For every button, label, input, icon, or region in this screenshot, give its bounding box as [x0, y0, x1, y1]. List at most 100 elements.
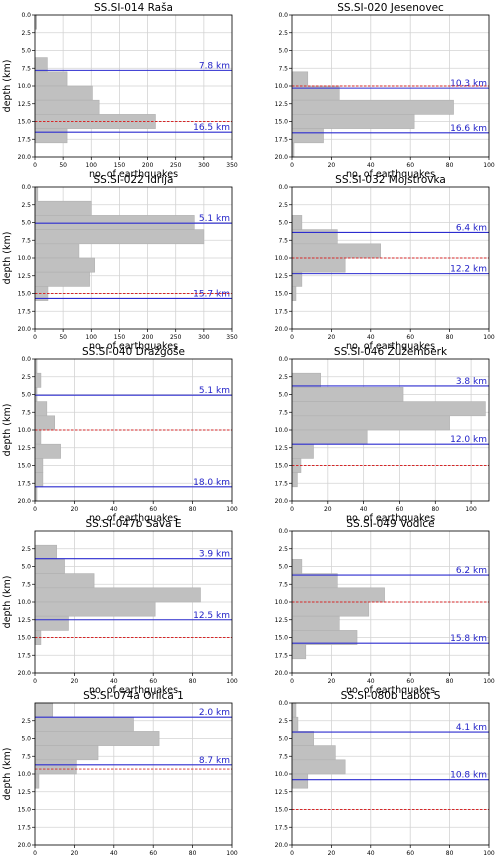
- depth-line-label: 2.0 km: [199, 708, 230, 718]
- histogram-bar: [291, 716, 299, 732]
- histogram-bar: [291, 559, 303, 574]
- x-tick-label: 0: [33, 506, 37, 513]
- y-tick-label: 0.0: [278, 700, 288, 707]
- histogram-bar: [291, 372, 321, 388]
- x-tick-label: 80: [446, 850, 454, 857]
- y-tick-label: 7.5: [21, 65, 31, 72]
- y-tick-label: 12.5: [275, 789, 289, 796]
- y-tick-label: 7.5: [278, 753, 288, 760]
- subplot-7: 3.9 km 12.5 km 0 20 40 60 80 100 2.5 5.0 7.5 10.0 12…: [2, 518, 238, 696]
- y-axis-label: depth (km): [2, 748, 13, 801]
- subplot-10: 4.1 km 10.8 km 0 20 40 60 80 100 0.0 2.5 5.0 7.5 10.…: [275, 690, 495, 857]
- y-tick-label: 12.5: [275, 273, 289, 280]
- subplot-title: SS.SI-049 Vodice: [346, 518, 434, 530]
- x-tick-label: 100: [483, 334, 495, 341]
- subplot-title: SS.SI-040 Dražgoše: [82, 346, 185, 358]
- y-tick-label: 17.5: [275, 136, 289, 143]
- y-tick-label: 15.0: [275, 635, 289, 642]
- y-tick-label: 15.0: [275, 463, 289, 470]
- histogram-bar: [291, 731, 314, 746]
- x-tick-label: 40: [110, 678, 118, 685]
- y-axis-label: depth (km): [2, 60, 13, 113]
- depth-line-label: 3.9 km: [199, 550, 230, 560]
- y-tick-label: 5.0: [278, 564, 288, 571]
- x-tick-label: 200: [142, 334, 154, 341]
- y-tick-label: 0.0: [278, 356, 288, 363]
- y-tick-label: 20.0: [18, 498, 32, 505]
- x-tick-label: 60: [149, 506, 157, 513]
- x-tick-label: 80: [189, 850, 197, 857]
- subplot-1: 7.8 km 16.5 km 0 50 100 150 200 250 300 350 0.0 2.5…: [2, 2, 238, 180]
- histogram-bar: [291, 745, 336, 761]
- y-tick-label: 5.0: [21, 48, 31, 55]
- subplot-title: SS.SI-047b Sava E: [86, 518, 182, 530]
- x-tick-label: 100: [483, 162, 495, 169]
- depth-line-label: 8.7 km: [199, 756, 230, 766]
- x-tick-label: 60: [149, 678, 157, 685]
- histogram-bar: [291, 71, 309, 87]
- y-tick-label: 17.5: [275, 308, 289, 315]
- x-tick-label: 80: [431, 506, 439, 513]
- x-tick-label: 80: [189, 506, 197, 513]
- x-tick-label: 20: [328, 162, 336, 169]
- x-tick-label: 20: [328, 850, 336, 857]
- x-tick-label: 150: [114, 334, 126, 341]
- x-tick-label: 100: [226, 850, 238, 857]
- x-tick-label: 300: [198, 334, 210, 341]
- y-tick-label: 17.5: [18, 136, 32, 143]
- depth-line-label: 3.8 km: [456, 377, 487, 387]
- x-tick-label: 20: [71, 850, 79, 857]
- histogram-bar: [34, 615, 69, 631]
- histogram-bar: [291, 243, 381, 259]
- y-tick-label: 2.5: [278, 202, 288, 209]
- y-tick-label: 20.0: [275, 498, 289, 505]
- x-tick-label: 80: [189, 678, 197, 685]
- y-tick-label: 15.0: [18, 291, 32, 298]
- y-tick-label: 20.0: [275, 154, 289, 161]
- x-tick-label: 60: [396, 506, 404, 513]
- x-tick-label: 0: [290, 678, 294, 685]
- histogram-bar: [291, 415, 450, 431]
- histogram-bar: [34, 716, 134, 732]
- x-tick-label: 100: [226, 678, 238, 685]
- histogram-bar: [34, 99, 100, 115]
- histogram-bar: [34, 773, 40, 789]
- y-tick-label: 10.0: [275, 255, 289, 262]
- y-tick-label: 20.0: [275, 670, 289, 677]
- histogram-bar: [34, 215, 195, 230]
- histogram-bar: [291, 587, 385, 603]
- histogram-bar: [34, 745, 99, 761]
- histogram-bar: [34, 257, 95, 273]
- depth-line-label: 6.4 km: [456, 223, 487, 233]
- y-tick-label: 17.5: [18, 480, 32, 487]
- y-tick-label: 2.5: [21, 202, 31, 209]
- depth-line-label: 15.8 km: [450, 634, 487, 644]
- y-tick-label: 12.5: [18, 789, 32, 796]
- y-tick-label: 15.0: [18, 119, 32, 126]
- x-tick-label: 40: [110, 850, 118, 857]
- y-tick-label: 10.0: [18, 83, 32, 90]
- subplot-title: SS.SI-014 Raša: [94, 2, 173, 14]
- histogram-bar: [34, 702, 54, 718]
- y-axis-label: depth (km): [2, 232, 13, 285]
- subplot-title: SS.SI-022 Idrija: [94, 174, 174, 186]
- x-tick-label: 40: [367, 334, 375, 341]
- y-tick-label: 5.0: [278, 220, 288, 227]
- x-tick-label: 50: [59, 162, 67, 169]
- y-tick-label: 0.0: [21, 12, 31, 19]
- y-tick-label: 20.0: [275, 326, 289, 333]
- subplot-5: 5.1 km 18.0 km 0 20 40 60 80 100 0.0 2.5 5.0 7.5 10.…: [2, 346, 238, 524]
- x-tick-label: 40: [360, 506, 368, 513]
- x-axis-label: no. of earthquakes: [89, 685, 178, 696]
- subplot-2: 10.3 km 16.6 km 0 20 40 60 80 100 0.0 2.5 5.0 7.5 10…: [275, 2, 495, 180]
- x-tick-label: 50: [59, 334, 67, 341]
- y-tick-label: 20.0: [18, 842, 32, 849]
- subplot-title: SS.SI-020 Jesenovec: [337, 2, 444, 14]
- x-tick-label: 40: [367, 162, 375, 169]
- x-tick-label: 20: [71, 506, 79, 513]
- y-tick-label: 12.5: [275, 445, 289, 452]
- y-tick-label: 5.0: [278, 392, 288, 399]
- histogram-bar: [291, 601, 370, 617]
- histogram-bar: [34, 443, 61, 459]
- y-tick-label: 10.0: [275, 427, 289, 434]
